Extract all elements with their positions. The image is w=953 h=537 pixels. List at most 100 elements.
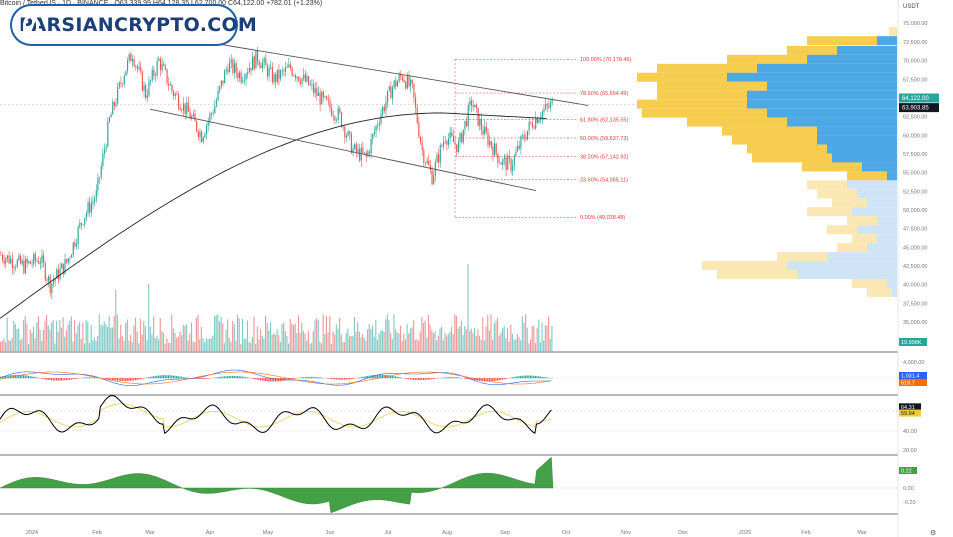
fib-levels: 100.00% (70,178.46) 78.60% (65,654.49) 61.…: [454, 57, 632, 221]
volume-bar: [490, 314, 492, 352]
candle-body: [171, 84, 173, 92]
chart-header: Bitcoin / TetherUS · 1D · BINANCE O63,33…: [0, 0, 326, 12]
volume-bar: [184, 325, 186, 352]
candle-body: [275, 74, 277, 83]
candle-body: [128, 53, 130, 61]
volume-bar: [24, 316, 26, 352]
candle-body: [306, 76, 308, 82]
volume-bar: [439, 328, 441, 352]
time-tick-label: 2025: [739, 530, 751, 536]
vp-bar-blue: [852, 207, 897, 217]
volume-bar: [339, 317, 341, 352]
macd-hist-bar: [225, 376, 227, 379]
vp-bar-yellow: [722, 126, 817, 136]
macd-hist-bar: [44, 378, 46, 380]
candle-body: [441, 145, 443, 147]
macd-hist-bar: [497, 378, 499, 381]
macd-hist-bar: [51, 378, 53, 381]
candle-body: [278, 69, 280, 79]
macd-hist-bar: [485, 378, 487, 382]
macd-hist-bar: [441, 377, 443, 379]
settings-gear-icon[interactable]: ⚙: [930, 529, 936, 537]
vp-bar-blue: [867, 198, 897, 208]
candle-body: [102, 153, 104, 167]
candle-body: [207, 121, 209, 126]
macd-hist-bar: [240, 376, 242, 379]
candle-body: [388, 86, 390, 91]
macd-hist-bar: [348, 378, 351, 380]
candle-body: [523, 135, 525, 139]
macd-hist-bar: [18, 374, 20, 379]
candle-body: [403, 79, 405, 83]
macd-hist-bar: [444, 377, 446, 379]
volume-bar: [513, 339, 515, 352]
candle-body: [533, 127, 535, 129]
macd-hist-bar: [319, 377, 321, 379]
macd-hist-bar: [3, 376, 5, 379]
volume-bar: [324, 334, 326, 352]
macd-hist-bar: [24, 375, 26, 379]
candle-body: [299, 80, 301, 84]
candle-body: [181, 109, 183, 111]
macd-hist-bar: [475, 378, 477, 381]
price-tick-label: 47,500.00: [903, 227, 927, 233]
price-tick-label: 55,000.00: [903, 171, 927, 177]
candle-body: [410, 79, 412, 86]
volume-bar: [271, 334, 273, 352]
macd-hist-bar: [110, 378, 112, 380]
macd-hist-bar: [373, 374, 375, 379]
macd-hist-bar: [200, 378, 202, 380]
candle-body: [24, 259, 27, 273]
candle-body: [474, 104, 476, 108]
macd-hist-bar: [204, 378, 206, 379]
volume-bar: [350, 335, 352, 352]
candle-body: [163, 63, 165, 66]
last-price-text: 64,122.00: [902, 96, 929, 102]
candle-body: [56, 269, 58, 279]
candle-body: [296, 76, 298, 78]
macd-hist-bar: [529, 375, 532, 379]
macd-hist-bar: [105, 378, 107, 380]
macd-hist-bar: [115, 378, 117, 381]
volume-bar: [544, 325, 546, 352]
candle-body: [401, 76, 403, 80]
volume-bar: [171, 314, 173, 352]
macd-hist-bar: [455, 377, 458, 379]
macd-hist-bar: [72, 378, 74, 380]
macd-hist-bar: [454, 377, 456, 379]
volume-bar: [32, 326, 35, 352]
volume-bar: [294, 323, 296, 352]
macd-hist-bar: [541, 376, 543, 379]
macd-hist-bar: [47, 378, 49, 380]
candle-body: [268, 68, 270, 77]
candle-body: [283, 70, 285, 72]
macd-hist-bar: [64, 378, 66, 381]
macd-hist-bar: [93, 377, 95, 379]
macd-hist-bar: [49, 378, 51, 381]
macd-hist-bar: [62, 378, 64, 381]
candle-body: [271, 67, 273, 83]
osc-badge: [899, 467, 917, 474]
macd-badge: [899, 372, 927, 379]
fib-level-label: 23.60% (54,055.11): [580, 178, 628, 184]
volume-bar: [482, 317, 484, 352]
volume-bar: [434, 331, 436, 352]
volume-bar: [19, 340, 21, 352]
macd-hist-bar: [523, 375, 525, 379]
rsi-ma-line: [0, 403, 552, 428]
macd-hist-bar: [332, 378, 334, 380]
vp-bar-yellow: [807, 180, 847, 190]
candle-body: [92, 201, 94, 204]
volume-bar: [266, 322, 268, 352]
volume-bar: [88, 342, 91, 352]
volume-bar: [404, 339, 407, 352]
candle-body: [549, 102, 552, 108]
candle-body: [150, 80, 152, 82]
volume-bar: [551, 325, 553, 352]
volume-bar: [459, 326, 461, 352]
time-tick-label: Dec: [678, 530, 688, 536]
macd-hist-bar: [414, 378, 416, 380]
vp-bar-yellow: [702, 261, 787, 271]
macd-hist-bar: [74, 378, 76, 379]
